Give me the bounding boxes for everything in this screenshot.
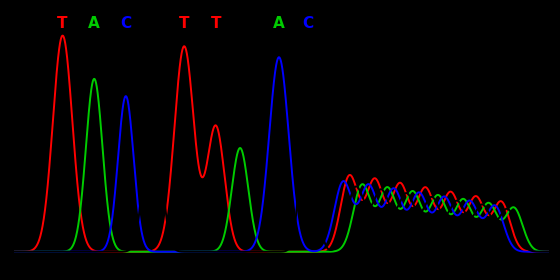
Text: T: T <box>179 16 189 31</box>
Text: C: C <box>120 16 132 31</box>
Text: A: A <box>273 16 285 31</box>
Text: A: A <box>88 16 100 31</box>
Text: G: G <box>329 16 341 31</box>
Text: C: C <box>302 16 314 31</box>
Text: T: T <box>57 16 68 31</box>
Text: G: G <box>146 16 159 31</box>
Text: T: T <box>211 16 221 31</box>
